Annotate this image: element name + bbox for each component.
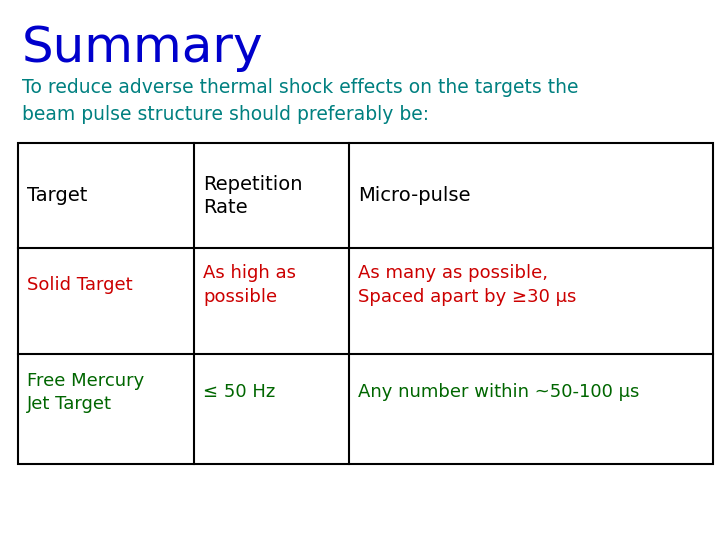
Bar <box>18 143 713 464</box>
Text: Any number within ~50-100 μs: Any number within ~50-100 μs <box>358 383 639 401</box>
Text: As many as possible,
Spaced apart by ≥30 μs: As many as possible, Spaced apart by ≥30… <box>358 265 576 306</box>
Text: As high as
possible: As high as possible <box>203 265 296 306</box>
Text: Free Mercury
Jet Target: Free Mercury Jet Target <box>27 372 144 413</box>
Text: Repetition
Rate: Repetition Rate <box>203 174 302 217</box>
Text: Target: Target <box>27 186 87 205</box>
Text: Summary: Summary <box>22 24 264 72</box>
Text: To reduce adverse thermal shock effects on the targets the
beam pulse structure : To reduce adverse thermal shock effects … <box>22 78 578 124</box>
Text: Solid Target: Solid Target <box>27 276 132 294</box>
Text: Micro-pulse: Micro-pulse <box>358 186 470 205</box>
Text: ≤ 50 Hz: ≤ 50 Hz <box>203 383 275 401</box>
